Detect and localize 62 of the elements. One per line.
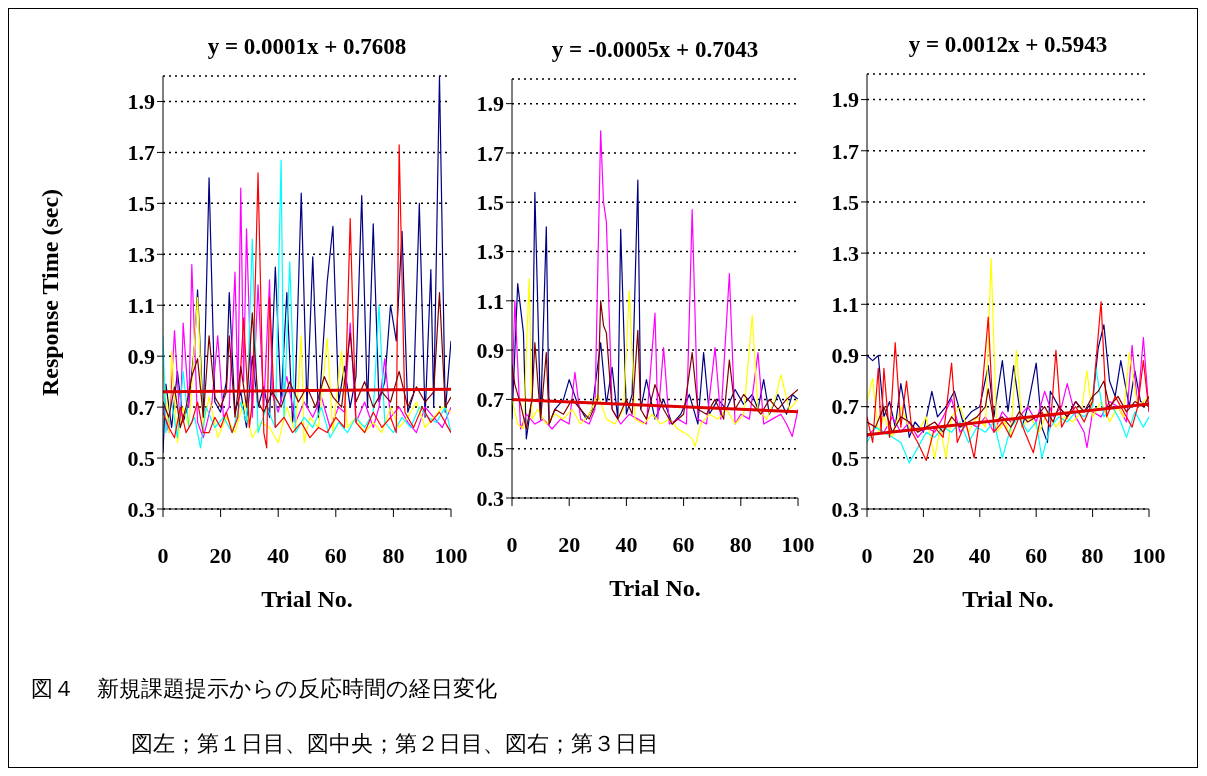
line-series bbox=[867, 301, 1149, 461]
y-tick-label: 0.7 bbox=[831, 394, 859, 420]
line-series bbox=[512, 179, 798, 440]
y-tick-label: 0.9 bbox=[127, 343, 155, 369]
x-tick-label: 60 bbox=[672, 531, 695, 557]
x-axis-title: Trial No. bbox=[261, 586, 353, 612]
y-tick-label: 1.5 bbox=[831, 189, 859, 215]
y-tick-label: 1.1 bbox=[127, 293, 155, 319]
line-series bbox=[867, 257, 1149, 459]
x-tick-label: 100 bbox=[1132, 542, 1166, 568]
y-tick-label: 1.9 bbox=[127, 89, 155, 115]
y-tick-label: 0.9 bbox=[831, 343, 859, 369]
y-tick-label: 0.9 bbox=[476, 337, 504, 363]
chart-title: y = 0.0001x + 0.7608 bbox=[206, 34, 408, 60]
x-tick-label: 0 bbox=[861, 542, 873, 568]
y-tick-label: 1.1 bbox=[476, 288, 504, 314]
y-tick-label: 1.7 bbox=[127, 140, 155, 166]
x-tick-label: 20 bbox=[912, 542, 935, 568]
y-tick-label: 1.5 bbox=[476, 190, 504, 216]
line-series bbox=[512, 130, 798, 437]
y-tick-label: 1.7 bbox=[831, 138, 859, 164]
text: 図左；第１日目、図中央；第２日目、図右；第３日目 bbox=[131, 730, 659, 758]
x-tick-label: 40 bbox=[615, 531, 638, 557]
y-tick-label: 0.5 bbox=[127, 445, 155, 471]
chart-title: y = 0.0012x + 0.5943 bbox=[907, 32, 1109, 58]
y-tick-label: 0.3 bbox=[127, 496, 155, 522]
y-tick-label: 1.7 bbox=[476, 140, 504, 166]
x-tick-label: 60 bbox=[1025, 542, 1048, 568]
y-tick-label: 1.9 bbox=[831, 87, 859, 113]
x-tick-label: 80 bbox=[729, 531, 752, 557]
y-tick-label: 0.3 bbox=[476, 485, 504, 511]
x-tick-label: 40 bbox=[267, 542, 290, 568]
y-tick-label: 1.3 bbox=[831, 240, 859, 266]
y-tick-label: 1.9 bbox=[476, 91, 504, 117]
x-tick-label: 100 bbox=[434, 542, 468, 568]
y-tick-label: 0.7 bbox=[476, 387, 504, 413]
x-axis-title: Trial No. bbox=[962, 586, 1054, 612]
chart-title: y = -0.0005x + 0.7043 bbox=[550, 37, 760, 63]
x-tick-label: 80 bbox=[382, 542, 405, 568]
x-tick-label: 20 bbox=[209, 542, 232, 568]
line-series bbox=[512, 278, 798, 447]
line-series bbox=[867, 365, 1149, 464]
x-tick-label: 100 bbox=[781, 531, 815, 557]
y-tick-label: 1.3 bbox=[127, 242, 155, 268]
x-tick-label: 60 bbox=[324, 542, 347, 568]
line-series bbox=[512, 300, 798, 430]
x-tick-label: 80 bbox=[1081, 542, 1104, 568]
y-tick-label: 0.5 bbox=[476, 436, 504, 462]
y-tick-label: 0.3 bbox=[831, 496, 859, 522]
y-tick-label: 1.1 bbox=[831, 292, 859, 318]
y-tick-label: 0.5 bbox=[831, 445, 859, 471]
x-tick-label: 40 bbox=[968, 542, 991, 568]
x-axis-title: Trial No. bbox=[609, 575, 701, 601]
x-tick-label: 20 bbox=[558, 531, 581, 557]
y-tick-label: 1.5 bbox=[127, 191, 155, 217]
y-tick-label: 1.3 bbox=[476, 239, 504, 265]
line-series bbox=[867, 380, 1149, 433]
caption: 図４ 新規課題提示からの反応時間の経日変化 bbox=[31, 675, 497, 703]
y-axis-title: Response Time (sec) bbox=[36, 188, 63, 397]
y-tick-label: 0.7 bbox=[127, 394, 155, 420]
x-tick-label: 0 bbox=[157, 542, 169, 568]
x-tick-label: 0 bbox=[506, 531, 518, 557]
